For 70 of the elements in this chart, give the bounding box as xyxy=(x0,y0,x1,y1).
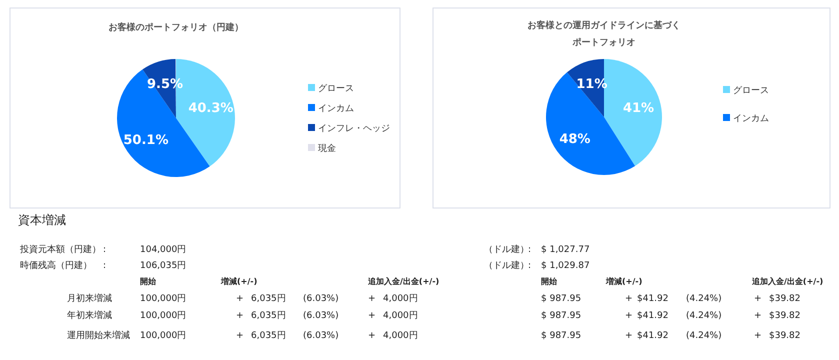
text: (6.03%) xyxy=(303,331,339,341)
text: (4.24%) xyxy=(686,331,722,341)
text: (6.03%) xyxy=(303,311,339,321)
text: + xyxy=(236,294,244,304)
text: $41.92 xyxy=(637,294,668,304)
text: + xyxy=(368,331,376,341)
text: 6,035円 xyxy=(251,311,286,321)
text: 増減(+/-) xyxy=(220,276,258,286)
text: + xyxy=(236,331,244,341)
text: 増減(+/-) xyxy=(605,276,642,286)
text: (6.03%) xyxy=(303,294,339,304)
text: $ 987.95 xyxy=(541,294,582,304)
data-label: 48% xyxy=(559,132,590,148)
text: + xyxy=(368,294,376,304)
chart-title: お客様との運用ガイドラインに基づくポートフォリオ xyxy=(528,20,680,48)
legend-label: インカム xyxy=(318,104,354,114)
text: : xyxy=(103,245,106,255)
text: 100,000円 xyxy=(140,331,186,341)
text: $41.92 xyxy=(637,311,668,321)
text: + xyxy=(754,331,762,341)
text: 開始 xyxy=(541,277,558,286)
text: + xyxy=(236,311,244,321)
text: 月初来増減 xyxy=(67,293,112,304)
text: : xyxy=(103,261,106,271)
text: + xyxy=(625,311,633,321)
text: （ドル建） xyxy=(484,244,529,255)
text: 運用開始来増減 xyxy=(67,330,130,341)
legend-label: グロース xyxy=(733,85,769,96)
text: 追加入金/出金(+/-) xyxy=(367,277,440,286)
chart-title: お客様のポートフォリオ（円建） xyxy=(108,22,244,33)
legend-label: 現金 xyxy=(318,143,336,154)
text: 6,035円 xyxy=(251,294,286,304)
text: (4.24%) xyxy=(686,311,722,321)
text: 追加入金/出金(+/-) xyxy=(751,277,824,286)
text: 104,000円 xyxy=(140,245,186,255)
text: 年初来増減 xyxy=(67,310,112,321)
text: 6,035円 xyxy=(251,331,286,341)
text: $39.82 xyxy=(769,311,800,321)
text: + xyxy=(754,294,762,304)
data-label: 41% xyxy=(622,100,654,116)
text: 4,000円 xyxy=(383,294,418,304)
text: 投資元本額（円建） xyxy=(19,244,101,255)
data-label: 40.3% xyxy=(188,101,234,116)
legend-label: インフレ・ヘッジ xyxy=(318,124,390,134)
text: $39.82 xyxy=(769,294,800,304)
text: $41.92 xyxy=(637,331,668,341)
text: + xyxy=(368,311,376,321)
text: 4,000円 xyxy=(383,331,418,341)
text: 資本増減 xyxy=(18,213,66,227)
text: $ 987.95 xyxy=(541,331,582,341)
text: + xyxy=(625,294,633,304)
text: 100,000円 xyxy=(140,294,186,304)
text: $ 1,027.77 xyxy=(541,245,590,255)
text: 時価残高（円建） xyxy=(20,260,92,271)
text: 100,000円 xyxy=(140,311,186,321)
legend-label: インカム xyxy=(733,114,769,124)
text: + xyxy=(754,311,762,321)
text: 開始 xyxy=(140,277,157,286)
text: $ 1,029.87 xyxy=(541,261,590,271)
text: $ 987.95 xyxy=(541,311,582,321)
text: (4.24%) xyxy=(686,294,722,304)
legend-label: グロース xyxy=(318,83,354,94)
text: + xyxy=(625,331,633,341)
text: $39.82 xyxy=(769,331,800,341)
text: : xyxy=(528,245,532,255)
text: : xyxy=(528,261,532,271)
text: （ドル建） xyxy=(484,260,529,271)
text: 106,035円 xyxy=(140,261,186,271)
text: 4,000円 xyxy=(383,311,418,321)
data-label: 50.1% xyxy=(123,132,168,148)
